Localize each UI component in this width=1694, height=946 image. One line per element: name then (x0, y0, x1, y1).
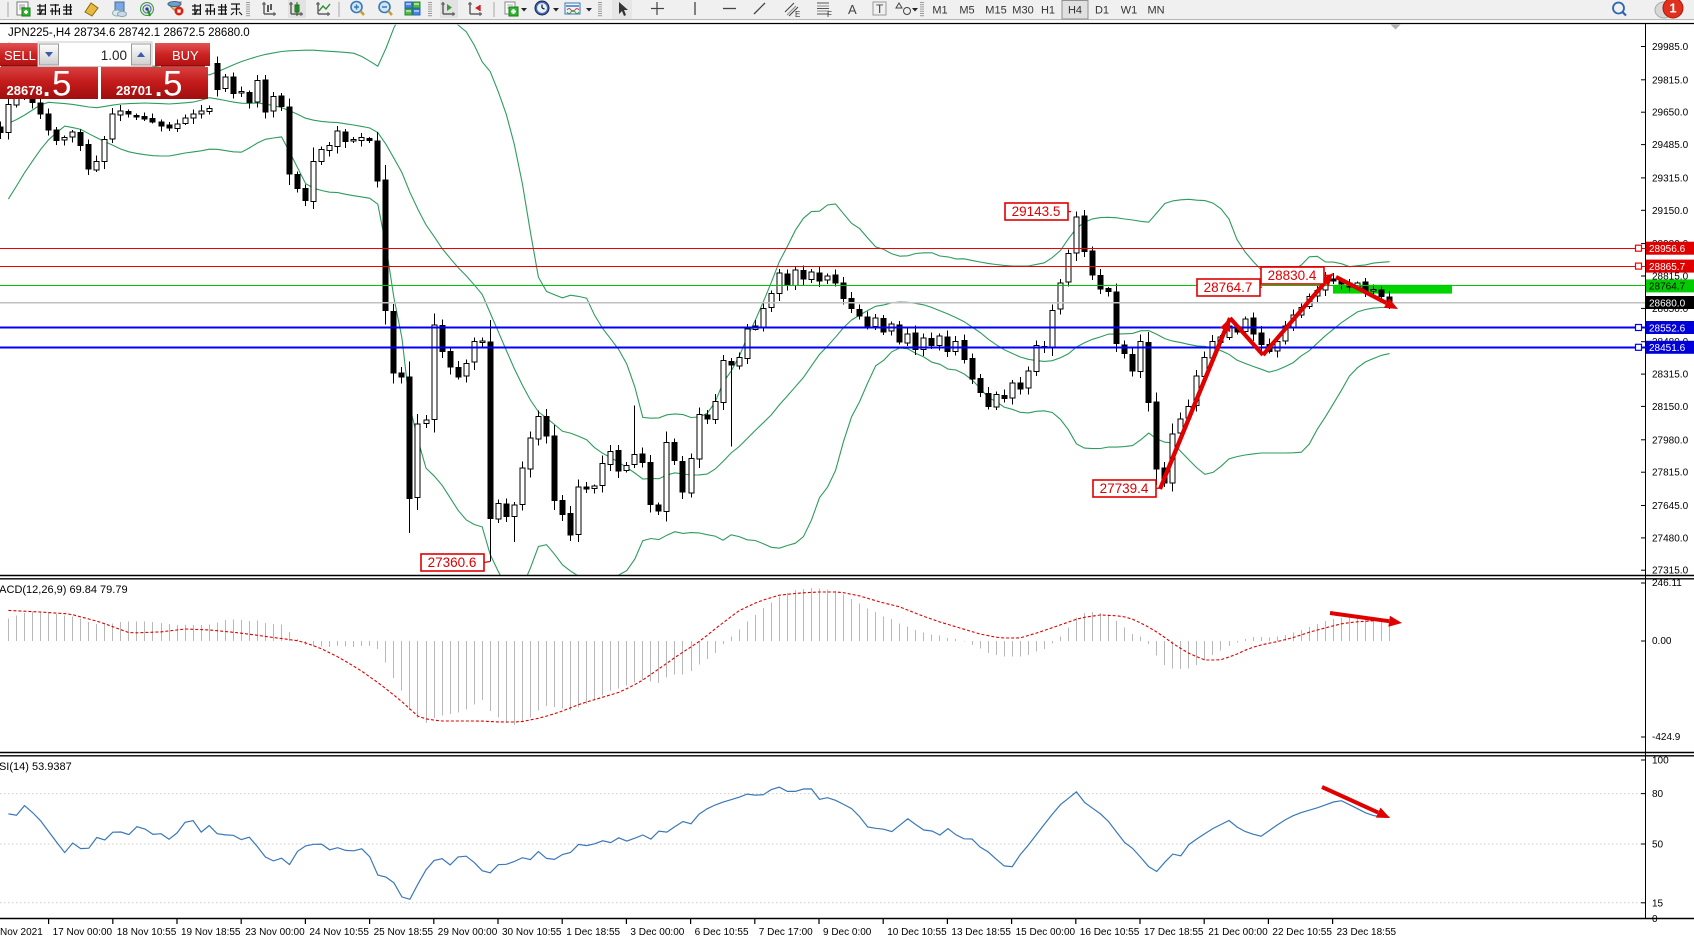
svg-text:28764.7: 28764.7 (1204, 280, 1253, 295)
svg-text:23 Nov 00:00: 23 Nov 00:00 (245, 927, 305, 938)
svg-text:23 Dec 18:55: 23 Dec 18:55 (1337, 927, 1397, 938)
svg-text:28552.6: 28552.6 (1649, 323, 1686, 334)
svg-text:5: 5 (52, 65, 71, 104)
svg-text:0: 0 (1652, 914, 1658, 925)
svg-text:SELL: SELL (4, 48, 36, 63)
svg-text:D1: D1 (1095, 5, 1109, 17)
svg-text:17 Dec 18:55: 17 Dec 18:55 (1144, 927, 1204, 938)
svg-text:16 Dec 10:55: 16 Dec 10:55 (1080, 927, 1140, 938)
svg-text:28680.0: 28680.0 (1649, 298, 1686, 309)
svg-text:15: 15 (1652, 898, 1664, 909)
svg-text:27360.6: 27360.6 (428, 555, 477, 570)
svg-text:E: E (795, 10, 800, 19)
svg-text:F: F (827, 10, 832, 19)
svg-text:9 Dec 0:00: 9 Dec 0:00 (823, 927, 872, 938)
svg-text:7 Dec 17:00: 7 Dec 17:00 (759, 927, 813, 938)
svg-text:1: 1 (1669, 1, 1676, 16)
svg-text:29650.0: 29650.0 (1652, 108, 1689, 119)
svg-text:13 Dec 18:55: 13 Dec 18:55 (951, 927, 1011, 938)
svg-text:28830.4: 28830.4 (1268, 268, 1317, 283)
svg-text:21 Dec 00:00: 21 Dec 00:00 (1208, 927, 1268, 938)
svg-text:W1: W1 (1121, 5, 1138, 17)
svg-text:18 Nov 10:55: 18 Nov 10:55 (117, 927, 177, 938)
svg-text:29150.0: 29150.0 (1652, 206, 1689, 217)
svg-text:28764.7: 28764.7 (1649, 282, 1686, 293)
svg-text:27980.0: 27980.0 (1652, 435, 1689, 446)
svg-text:25 Nov 18:55: 25 Nov 18:55 (374, 927, 434, 938)
svg-text:1 Dec 18:55: 1 Dec 18:55 (566, 927, 620, 938)
svg-text:19 Nov 18:55: 19 Nov 18:55 (181, 927, 241, 938)
svg-text:1.00: 1.00 (101, 48, 127, 63)
svg-text:15 Dec 00:00: 15 Dec 00:00 (1016, 927, 1076, 938)
svg-text:M15: M15 (985, 5, 1006, 17)
svg-text:M1: M1 (932, 5, 947, 17)
svg-text:M5: M5 (959, 5, 974, 17)
svg-text:-424.9: -424.9 (1652, 732, 1681, 743)
svg-text:22 Dec 10:55: 22 Dec 10:55 (1272, 927, 1332, 938)
svg-text:MACD(12,26,9) 69.84 79.79: MACD(12,26,9) 69.84 79.79 (0, 584, 128, 596)
svg-text:100: 100 (1652, 756, 1669, 767)
svg-text:29485.0: 29485.0 (1652, 140, 1689, 151)
svg-text:T: T (876, 2, 884, 16)
svg-text:3 Dec 00:00: 3 Dec 00:00 (630, 927, 684, 938)
svg-text:17 Nov 00:00: 17 Nov 00:00 (53, 927, 113, 938)
svg-text:29 Nov 00:00: 29 Nov 00:00 (438, 927, 498, 938)
svg-text:28451.6: 28451.6 (1649, 343, 1686, 354)
svg-text:.: . (155, 72, 162, 102)
svg-text:M30: M30 (1012, 5, 1033, 17)
svg-text:BUY: BUY (172, 48, 199, 63)
svg-text:28678: 28678 (7, 83, 43, 98)
svg-text:29143.5: 29143.5 (1012, 204, 1061, 219)
svg-text:H1: H1 (1041, 5, 1055, 17)
svg-text:24 Nov 10:55: 24 Nov 10:55 (309, 927, 369, 938)
svg-text:29815.0: 29815.0 (1652, 75, 1689, 86)
svg-text:0.00: 0.00 (1652, 636, 1672, 647)
svg-text:MN: MN (1147, 5, 1164, 17)
svg-text:50: 50 (1652, 840, 1664, 851)
svg-text:30 Nov 10:55: 30 Nov 10:55 (502, 927, 562, 938)
svg-text:6 Dec 10:55: 6 Dec 10:55 (695, 927, 749, 938)
svg-text:27739.4: 27739.4 (1100, 481, 1149, 496)
svg-text:80: 80 (1652, 789, 1664, 800)
svg-text:5: 5 (163, 65, 182, 104)
svg-text:27645.0: 27645.0 (1652, 501, 1689, 512)
svg-text:29985.0: 29985.0 (1652, 42, 1689, 53)
svg-text:.: . (43, 72, 50, 102)
svg-text:28956.6: 28956.6 (1649, 244, 1686, 255)
svg-text:28315.0: 28315.0 (1652, 370, 1689, 381)
svg-text:27480.0: 27480.0 (1652, 533, 1689, 544)
svg-text:27815.0: 27815.0 (1652, 468, 1689, 479)
svg-text:RSI(14) 53.9387: RSI(14) 53.9387 (0, 761, 72, 773)
svg-text:A: A (848, 2, 857, 17)
svg-text:28701: 28701 (116, 83, 152, 98)
svg-text:JPN225-,H4 28734.6 28742.1 28: JPN225-,H4 28734.6 28742.1 28672.5 28680… (8, 27, 250, 39)
svg-text:29315.0: 29315.0 (1652, 173, 1689, 184)
svg-text:28150.0: 28150.0 (1652, 402, 1689, 413)
svg-text:Nov 2021: Nov 2021 (0, 927, 43, 938)
svg-text:246.11: 246.11 (1652, 578, 1682, 589)
svg-text:H4: H4 (1068, 5, 1082, 17)
svg-text:28865.7: 28865.7 (1649, 262, 1686, 273)
svg-text:10 Dec 10:55: 10 Dec 10:55 (887, 927, 947, 938)
